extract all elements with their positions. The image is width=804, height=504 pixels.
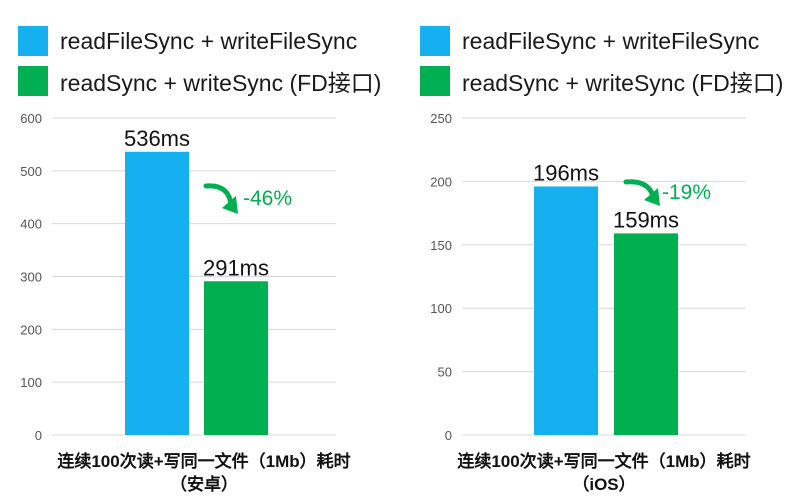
- bar-value-label: 196ms: [533, 160, 599, 185]
- y-tick-label: 600: [20, 111, 42, 126]
- arrow-icon: [623, 179, 656, 199]
- legend-swatch-blue: [18, 26, 48, 56]
- x-axis-caption: （安卓）: [170, 474, 238, 494]
- y-tick-label: 50: [438, 365, 452, 380]
- percent-change-label: -19%: [662, 181, 711, 204]
- y-tick-label: 100: [430, 301, 452, 316]
- bar: [614, 233, 678, 435]
- y-tick-label: 250: [430, 111, 452, 126]
- bar: [534, 186, 598, 435]
- arrow-head-icon: [222, 196, 238, 214]
- arrow-head-icon: [644, 188, 660, 206]
- legend-swatch-green: [420, 66, 450, 96]
- legend-swatch-green: [18, 66, 48, 96]
- y-tick-label: 150: [430, 238, 452, 253]
- legend-item-readsync: readSync + writeSync (FD接口): [420, 66, 783, 96]
- y-tick-label: 300: [20, 270, 42, 285]
- y-tick-label: 400: [20, 217, 42, 232]
- y-tick-label: 0: [35, 428, 42, 443]
- legend-right: readFileSync + writeFileSync readSync + …: [420, 26, 783, 106]
- y-tick-label: 100: [20, 375, 42, 390]
- bar-value-label: 159ms: [613, 207, 679, 232]
- bar-value-label: 291ms: [203, 255, 269, 280]
- legend-item-readsync: readSync + writeSync (FD接口): [18, 66, 381, 96]
- y-tick-label: 500: [20, 164, 42, 179]
- legend-label: readFileSync + writeFileSync: [60, 27, 358, 54]
- y-tick-label: 0: [445, 428, 452, 443]
- bar-value-label: 536ms: [124, 126, 190, 151]
- legend-item-readfilesync: readFileSync + writeFileSync: [420, 26, 783, 56]
- x-axis-caption: 连续100次读+写同一文件（1Mb）耗时: [457, 451, 750, 471]
- bar: [125, 151, 189, 435]
- bar: [204, 281, 268, 435]
- x-axis-caption: （iOS）: [572, 474, 635, 494]
- legend-label: readFileSync + writeFileSync: [462, 27, 760, 54]
- percent-change-label: -46%: [243, 187, 292, 210]
- legend-label: readSync + writeSync (FD接口): [60, 70, 382, 96]
- y-tick-label: 200: [20, 322, 42, 337]
- legend-label: readSync + writeSync (FD接口): [462, 70, 784, 96]
- legend-left: readFileSync + writeFileSync readSync + …: [18, 26, 381, 106]
- x-axis-caption: 连续100次读+写同一文件（1Mb）耗时: [57, 451, 350, 471]
- legend-swatch-blue: [420, 26, 450, 56]
- y-tick-label: 200: [430, 174, 452, 189]
- arrow-icon: [203, 183, 234, 207]
- legend-item-readfilesync: readFileSync + writeFileSync: [18, 26, 381, 56]
